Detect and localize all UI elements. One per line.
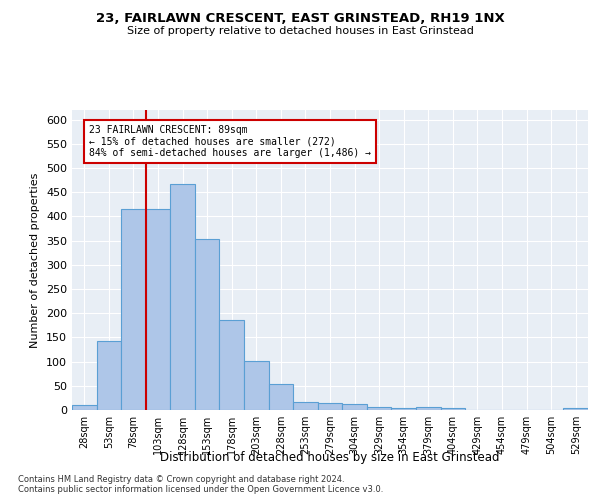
Bar [220,320,244,410]
Bar [170,184,195,410]
Bar [416,407,440,410]
Bar [72,405,97,410]
Text: Size of property relative to detached houses in East Grinstead: Size of property relative to detached ho… [127,26,473,36]
Text: 23, FAIRLAWN CRESCENT, EAST GRINSTEAD, RH19 1NX: 23, FAIRLAWN CRESCENT, EAST GRINSTEAD, R… [95,12,505,26]
Bar [563,408,588,410]
Bar [97,341,121,410]
Bar [440,408,465,410]
Bar [342,404,367,410]
Text: 23 FAIRLAWN CRESCENT: 89sqm
← 15% of detached houses are smaller (272)
84% of se: 23 FAIRLAWN CRESCENT: 89sqm ← 15% of det… [89,124,371,158]
Text: Contains HM Land Registry data © Crown copyright and database right 2024.: Contains HM Land Registry data © Crown c… [18,475,344,484]
Bar [391,408,416,410]
Bar [367,406,391,410]
Y-axis label: Number of detached properties: Number of detached properties [31,172,40,348]
Bar [293,402,318,410]
Bar [269,384,293,410]
Bar [244,360,269,410]
Text: Distribution of detached houses by size in East Grinstead: Distribution of detached houses by size … [160,451,500,464]
Bar [195,239,220,410]
Bar [318,402,342,410]
Text: Contains public sector information licensed under the Open Government Licence v3: Contains public sector information licen… [18,485,383,494]
Bar [121,208,146,410]
Bar [146,208,170,410]
